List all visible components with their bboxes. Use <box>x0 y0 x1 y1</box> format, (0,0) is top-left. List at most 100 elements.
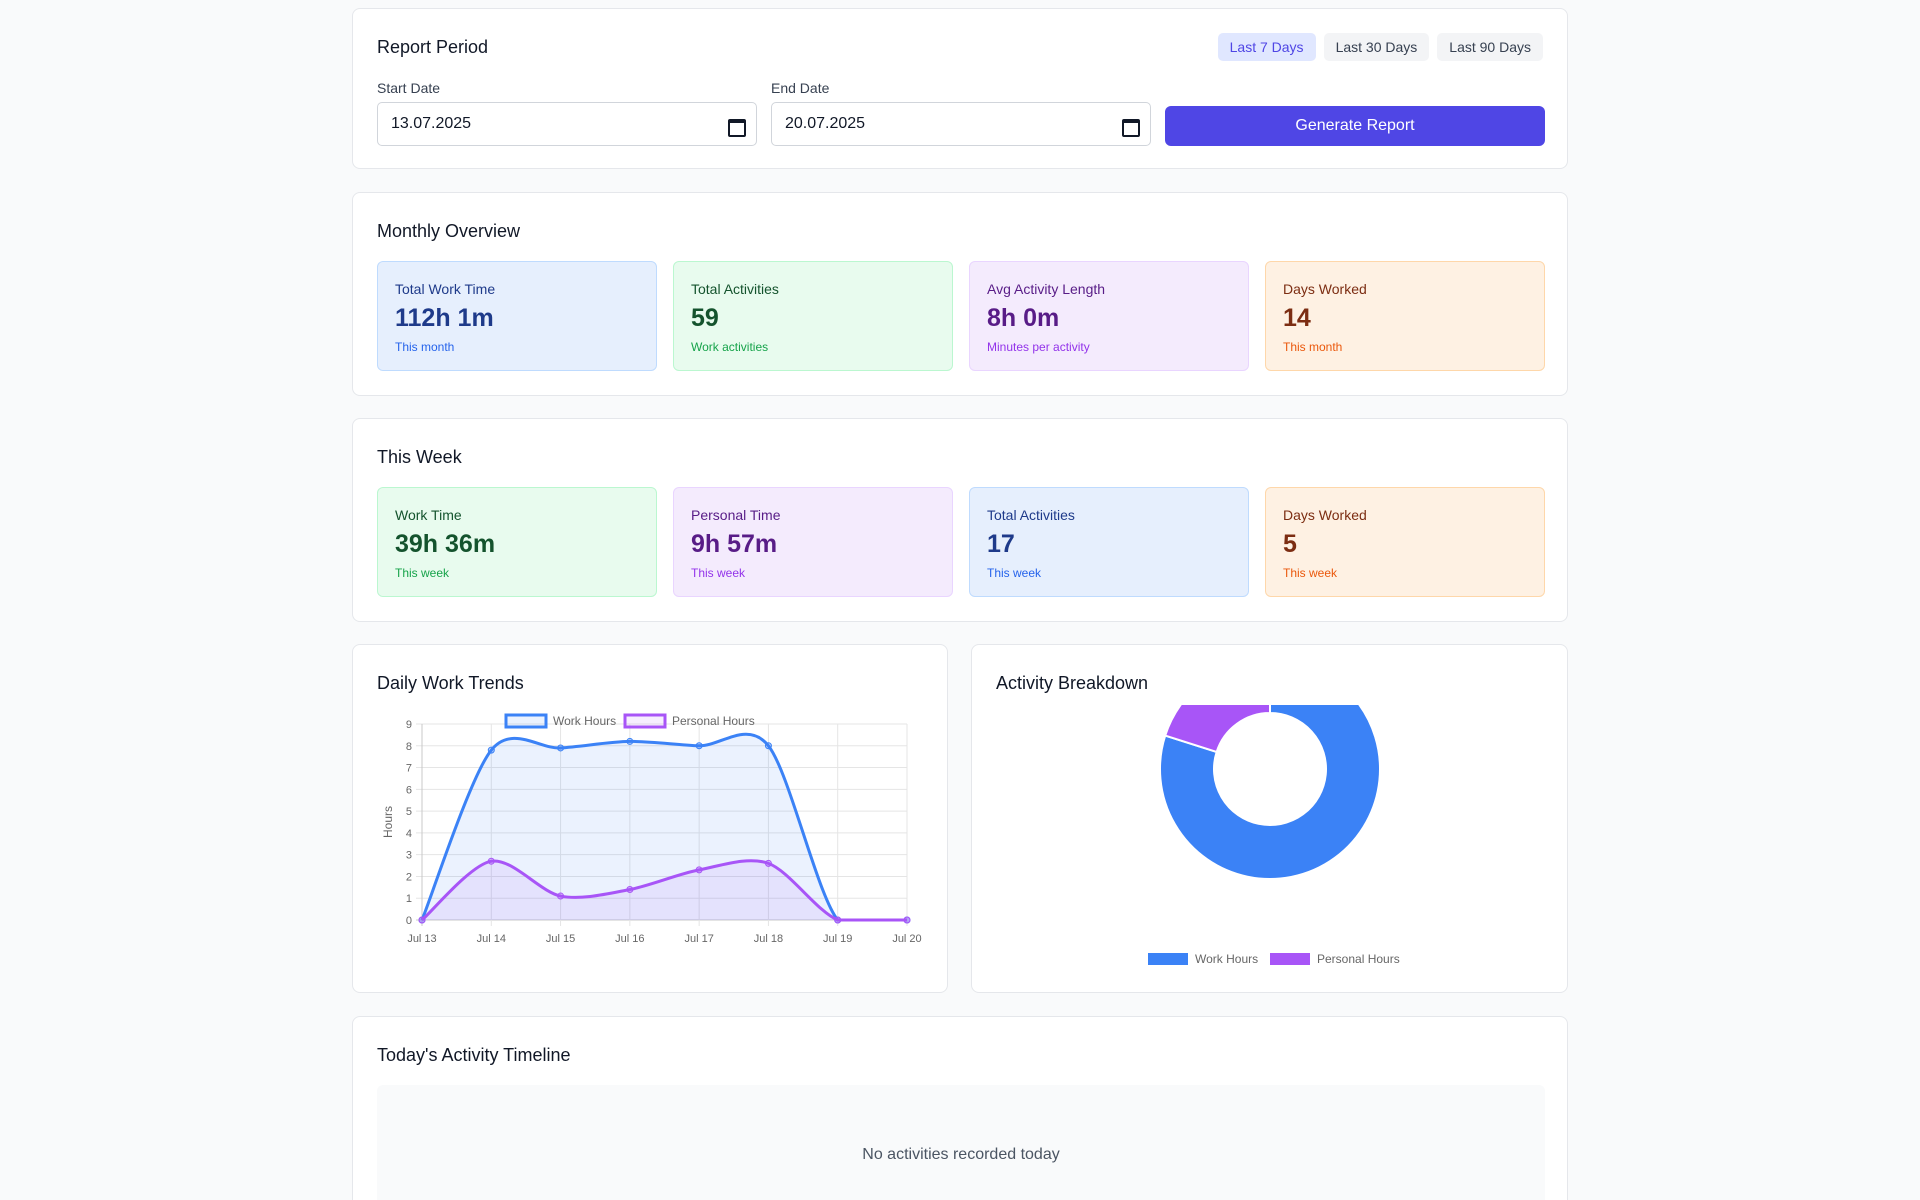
end-date-value: 20.07.2025 <box>785 115 866 132</box>
work-hours-line <box>420 732 907 922</box>
monthly-overview-title: Monthly Overview <box>377 221 521 241</box>
stat-value: 59 <box>691 304 719 332</box>
stat-tile-days-worked: Days Worked 5 This week <box>1265 487 1545 597</box>
y-tick-label: 8 <box>406 741 412 753</box>
stat-sub: This week <box>395 566 450 580</box>
personal-hours-line <box>421 859 907 922</box>
stat-value: 9h 57m <box>691 530 778 558</box>
range-last-7-button[interactable]: Last 7 Days <box>1217 33 1316 61</box>
start-date-label: Start Date <box>377 80 441 96</box>
start-date-input[interactable]: 13.07.2025 <box>377 102 757 146</box>
legend-swatch <box>1148 953 1188 965</box>
x-tick-label: Jul 15 <box>546 933 575 945</box>
work-hours-slice <box>1159 705 1381 880</box>
stat-label: Days Worked <box>1283 281 1367 297</box>
data-point <box>626 737 634 745</box>
x-tick-label: Jul 17 <box>684 933 713 945</box>
legend-label: Personal Hours <box>1317 952 1400 966</box>
stat-label: Total Activities <box>987 507 1075 523</box>
stat-value: 17 <box>987 530 1015 558</box>
activity-breakdown-card: Activity Breakdown Work Hours Personal Ho… <box>971 644 1568 993</box>
activity-breakdown-title: Activity Breakdown <box>996 673 1149 693</box>
y-tick-label: 3 <box>406 850 412 862</box>
stat-tile-avg-activity-length: Avg Activity Length 8h 0m Minutes per ac… <box>969 261 1249 371</box>
stat-sub: This week <box>987 566 1042 580</box>
report-period-title: Report Period <box>377 37 489 57</box>
y-tick-label: 5 <box>406 806 412 818</box>
this-week-title: This Week <box>377 447 462 467</box>
stat-tile-total-work-time: Total Work Time 112h 1m This month <box>377 261 657 371</box>
stat-label: Avg Activity Length <box>987 281 1106 297</box>
stat-sub: This month <box>395 340 455 354</box>
legend-label: Personal Hours <box>672 714 755 728</box>
range-buttons: Last 7 Days Last 30 Days Last 90 Days <box>1217 33 1543 61</box>
data-point <box>487 857 495 865</box>
stat-tile-days-worked: Days Worked 14 This month <box>1265 261 1545 371</box>
legend-swatch <box>504 713 548 729</box>
legend-label: Work Hours <box>1195 952 1258 966</box>
y-axis-label: Hours <box>381 806 395 838</box>
legend-swatch <box>1270 953 1310 965</box>
stat-value: 14 <box>1283 304 1311 332</box>
data-point <box>695 866 703 874</box>
stat-label: Work Time <box>395 507 462 523</box>
data-point <box>764 742 772 750</box>
start-date-value: 13.07.2025 <box>391 115 472 132</box>
monthly-overview-card: Monthly Overview Total Work Time 112h 1m… <box>352 192 1568 396</box>
stat-sub: Minutes per activity <box>987 340 1090 354</box>
data-point <box>695 742 703 750</box>
data-point <box>557 892 565 900</box>
stat-label: Total Work Time <box>395 281 496 297</box>
stat-sub: This week <box>691 566 746 580</box>
calendar-icon[interactable] <box>728 117 746 137</box>
stat-tile-total-activities: Total Activities 59 Work activities <box>673 261 953 371</box>
data-point <box>626 886 634 894</box>
stat-tile-work-time: Work Time 39h 36m This week <box>377 487 657 597</box>
x-tick-label: Jul 18 <box>754 933 783 945</box>
personal-hours-slice <box>1163 705 1271 754</box>
stat-label: Personal Time <box>691 507 781 523</box>
data-point <box>487 746 495 754</box>
range-last-30-button[interactable]: Last 30 Days <box>1323 33 1430 61</box>
timeline-card: Today's Activity Timeline No activities … <box>352 1016 1568 1200</box>
y-tick-label: 7 <box>406 763 412 775</box>
end-date-input[interactable]: 20.07.2025 <box>771 102 1151 146</box>
data-point <box>418 916 426 924</box>
daily-trends-title: Daily Work Trends <box>377 673 524 693</box>
legend-swatch <box>623 713 667 729</box>
generate-report-button[interactable]: Generate Report <box>1165 106 1545 146</box>
y-tick-label: 2 <box>406 871 412 883</box>
data-point <box>903 916 911 924</box>
stat-value: 39h 36m <box>395 530 496 558</box>
daily-trends-card: Daily Work Trends 0 1 2 3 4 5 6 7 8 9 Jul 13 Jul 14… <box>352 644 948 993</box>
data-point <box>764 859 772 867</box>
stat-sub: This week <box>1283 566 1338 580</box>
x-tick-label: Jul 13 <box>407 933 436 945</box>
stat-value: 5 <box>1283 530 1297 558</box>
data-point <box>557 744 565 752</box>
activity-breakdown-chart: Work Hours Personal Hours <box>1148 705 1400 966</box>
y-tick-label: 4 <box>406 828 412 840</box>
report-period-card: Report Period Last 7 Days Last 30 Days L… <box>352 8 1568 169</box>
x-tick-label: Jul 16 <box>615 933 644 945</box>
stat-sub: This month <box>1283 340 1343 354</box>
range-last-90-button[interactable]: Last 90 Days <box>1437 33 1543 61</box>
x-tick-label: Jul 14 <box>477 933 506 945</box>
daily-trends-chart: 0 1 2 3 4 5 6 7 8 9 Jul 13 Jul 14 Jul 15 Jul 16 Jul 17… <box>381 713 922 945</box>
stat-tile-personal-time: Personal Time 9h 57m This week <box>673 487 953 597</box>
y-tick-label: 6 <box>406 784 412 796</box>
y-tick-label: 0 <box>406 915 412 927</box>
y-tick-label: 1 <box>406 893 412 905</box>
y-tick-label: 9 <box>406 719 412 731</box>
stat-sub: Work activities <box>691 340 769 354</box>
end-date-label: End Date <box>771 80 830 96</box>
calendar-icon[interactable] <box>1122 117 1140 137</box>
this-week-card: This Week Work Time 39h 36m This week Pe… <box>352 418 1568 622</box>
stat-tile-total-activities: Total Activities 17 This week <box>969 487 1249 597</box>
timeline-empty-state: No activities recorded today <box>377 1085 1545 1200</box>
legend-label: Work Hours <box>553 714 616 728</box>
timeline-title: Today's Activity Timeline <box>377 1045 571 1065</box>
stat-value: 112h 1m <box>395 304 494 332</box>
stat-value: 8h 0m <box>987 304 1060 332</box>
stat-label: Total Activities <box>691 281 779 297</box>
